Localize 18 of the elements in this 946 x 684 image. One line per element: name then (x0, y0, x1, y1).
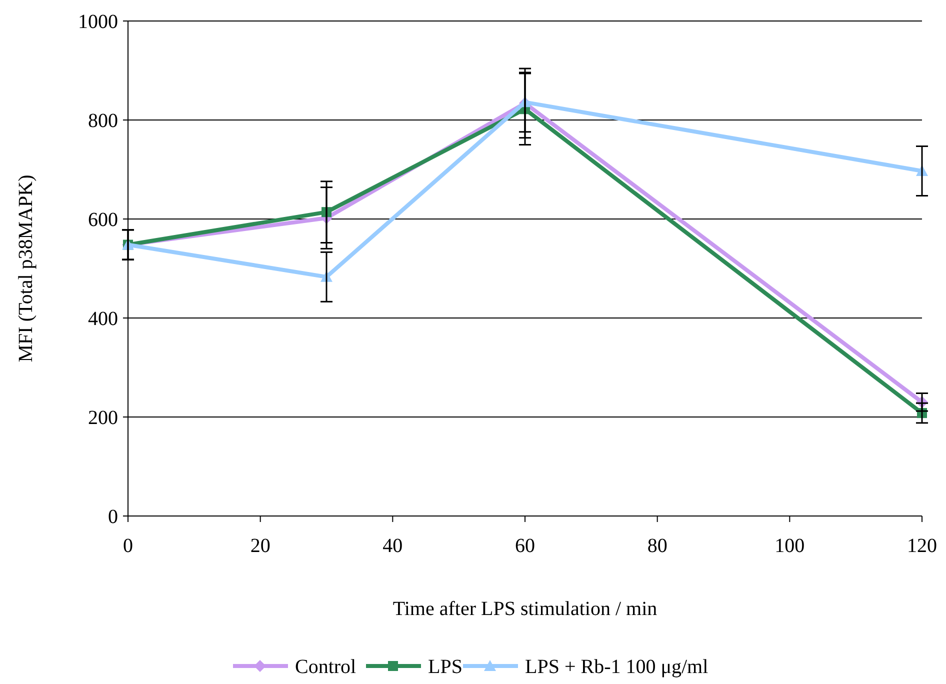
x-axis-title: Time after LPS stimulation / min (392, 598, 658, 620)
y-tick-label: 800 (88, 110, 118, 132)
y-tick-label: 1000 (78, 11, 118, 33)
x-tick-label: 120 (907, 535, 937, 557)
legend-label: LPS + Rb-1 100 μg/ml (525, 656, 709, 678)
x-tick-label: 40 (382, 535, 403, 557)
x-tick-label: 0 (123, 535, 133, 557)
x-tick-label: 20 (250, 535, 270, 557)
legend-label: Control (295, 656, 357, 678)
x-tick-label: 80 (647, 535, 668, 557)
y-tick-label: 0 (108, 506, 118, 528)
x-tick-label: 100 (774, 535, 805, 557)
x-tick-label: 60 (515, 535, 535, 557)
y-tick-label: 600 (88, 209, 118, 231)
y-axis-title: MFI (Total p38MAPK) (15, 174, 37, 362)
y-tick-label: 400 (88, 308, 118, 330)
y-tick-label: 200 (88, 407, 118, 429)
legend-label: LPS (428, 656, 462, 678)
